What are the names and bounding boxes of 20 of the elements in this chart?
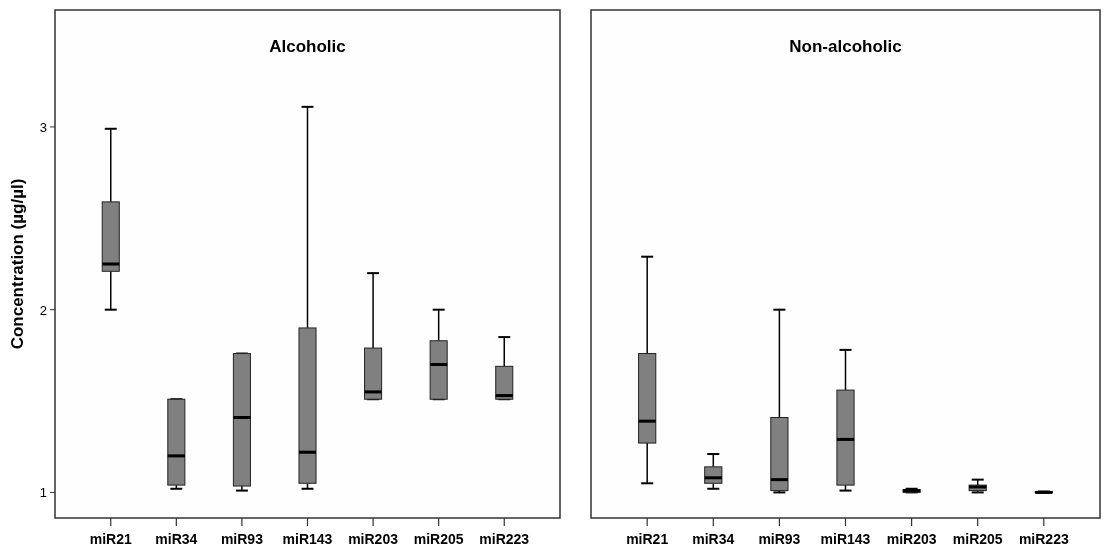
x-tick-label: miR21 [89,531,132,547]
x-tick-label: miR93 [220,531,264,547]
y-axis-title: Concentration (µg/µl) [8,178,27,350]
x-tick-label: miR205 [413,531,464,547]
x-tick-label: miR223 [1018,531,1069,547]
text: Alcoholic [269,37,346,56]
y-tick-label: 3 [39,119,47,135]
x-tick-label: miR205 [952,531,1003,547]
x-tick-label: miR93 [758,531,801,547]
text: Non-alcoholic [789,37,902,56]
x-tick-label: miR34 [692,531,735,547]
x-tick-label: miR143 [820,531,871,547]
x-tick-label: miR21 [626,531,669,547]
x-tick-label: miR203 [348,531,399,547]
y-tick-label: 2 [39,302,47,318]
x-tick-label: miR143 [282,531,333,547]
x-tick-label: miR223 [479,531,530,547]
x-tick-label: miR34 [155,531,198,547]
y-tick-label: 1 [39,485,47,501]
x-tick-label: miR203 [886,531,937,547]
